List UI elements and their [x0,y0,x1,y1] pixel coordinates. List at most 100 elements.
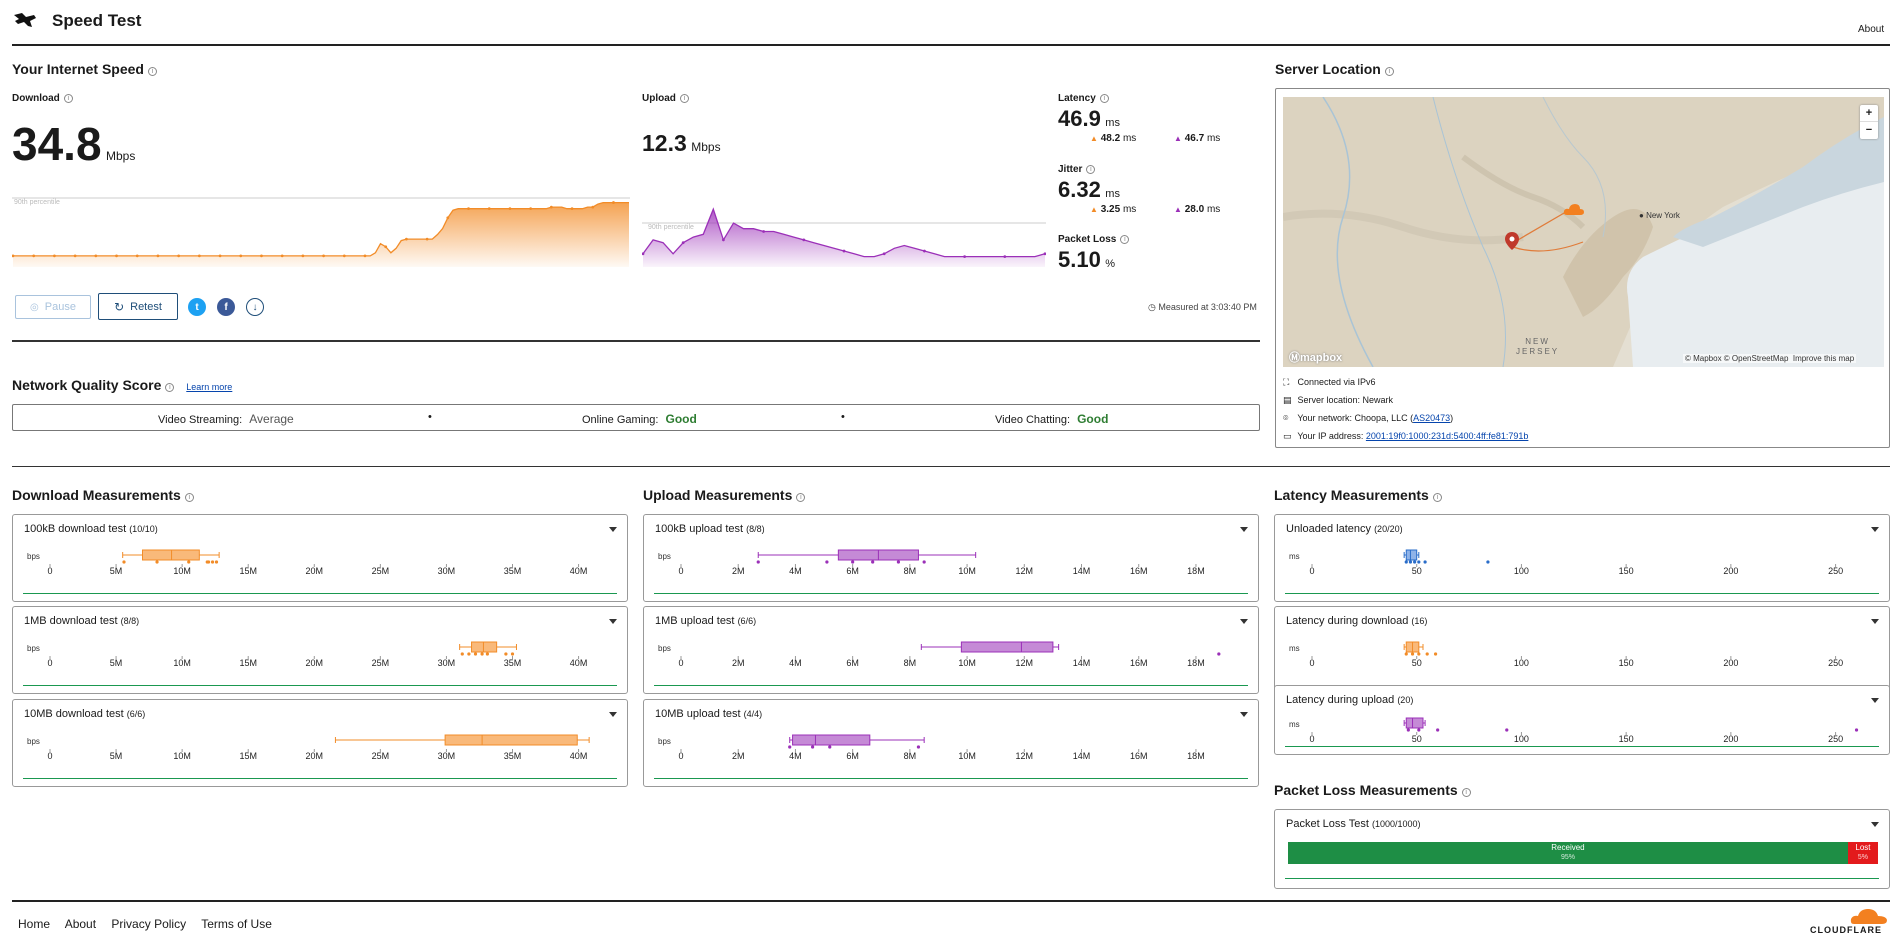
map-city-label: ● New York [1639,211,1680,220]
chevron-down-icon[interactable] [1871,527,1879,532]
download-results-icon[interactable]: ↓ [246,298,264,316]
info-icon[interactable]: i [796,493,806,502]
measurement-point [1410,652,1415,656]
download-timeline-point [322,254,325,258]
learn-more-link[interactable]: Learn more [186,382,233,392]
cloudflare-cloud-icon [1850,909,1887,924]
network-info: ⌾ Your network: Choopa, LLC (AS20473) [1283,409,1528,427]
pause-button[interactable]: ◎ Pause [15,295,91,319]
info-icon[interactable]: i [1461,788,1471,797]
measurement-point [788,745,792,749]
latency-box-plot [1311,641,1837,659]
download-test-card: 100kB download test (10/10) bps 0 5M 10M 15M 2… [12,514,628,602]
chevron-down-icon[interactable] [1240,527,1248,532]
upload-timeline-point [762,230,765,233]
ip-address-info: ▭ Your IP address: 2001:19f0:1000:231d:5… [1283,427,1528,445]
upload-label: Upload i [642,93,689,104]
upload-timeline-point [802,238,806,242]
ip-address-link[interactable]: 2001:19f0:1000:231d:5400:4ff:fe81:791b [1365,431,1529,441]
info-icon[interactable]: i [1086,165,1096,174]
server-map[interactable]: ● New York NEW JERSEY + − Ⓜmapbox © Mapb… [1283,97,1884,367]
footer-about-link[interactable]: About [64,917,97,931]
info-icon[interactable]: i [1120,235,1130,244]
upload-timeline-area [643,209,1045,267]
measurement-point [1406,728,1410,732]
measured-time: ◷ Measured at 3:03:40 PM [1148,302,1257,312]
axis-tick-label: 40M [569,566,588,576]
measurement-point [1413,560,1417,564]
mapbox-logo[interactable]: Ⓜmapbox [1289,352,1343,364]
asn-link[interactable]: AS20473 [1413,413,1451,423]
upload-timeline-point [722,238,725,242]
axis-unit-label: ms [1289,644,1300,653]
map-zoom-controls: + − [1860,105,1878,139]
info-icon[interactable]: i [147,67,157,76]
chevron-down-icon[interactable] [609,619,617,624]
axis-tick-label: 18M [1187,751,1205,761]
chevron-down-icon[interactable] [609,712,617,717]
latency-test-card: Latency during upload (20) ms 0 50 100 150 200… [1274,685,1890,755]
chevron-down-icon[interactable] [1240,712,1248,717]
axis-unit-label: bps [658,552,671,561]
chevron-down-icon[interactable] [1871,822,1879,827]
x-axis-ticks: 0 50 100 150 200 250 [1275,658,1889,670]
info-icon[interactable]: i [184,493,194,502]
zoom-out-button[interactable]: − [1865,124,1873,136]
download-timeline-point [467,207,470,211]
info-icon[interactable]: i [63,94,73,103]
info-icon[interactable]: i [1099,94,1109,103]
packet-loss-value: 5.10 % [1058,247,1116,272]
server-location-heading: Server Location i [1275,61,1394,77]
chevron-down-icon[interactable] [1240,619,1248,624]
axis-tick-label: 35M [503,658,522,668]
axis-tick-label: 16M [1129,658,1148,668]
download-arrow-icon: ▲ [1090,205,1098,214]
server-info-list: ⛶ Connected via IPv6 ▤ Server location: … [1283,373,1528,445]
axis-tick-label: 30M [437,566,456,576]
footer-terms-link[interactable]: Terms of Use [201,917,272,931]
axis-tick-label: 4M [789,751,802,761]
nqs-bar: Video Streaming: Average • Online Gaming… [12,404,1260,431]
upload-test-title: 100kB upload test (8/8) [655,523,765,535]
axis-unit-label: ms [1289,552,1300,561]
axis-unit-label: bps [658,737,671,746]
header-divider [12,44,1890,46]
chevron-down-icon[interactable] [1871,698,1879,703]
info-icon[interactable]: i [165,383,175,392]
axis-tick-label: 40M [569,751,588,761]
chevron-down-icon[interactable] [609,527,617,532]
axis-tick-label: 14M [1072,658,1091,668]
measurement-point [214,560,219,564]
download-timeline-point [32,254,36,258]
axis-tick-label: 200 [1723,734,1739,744]
download-test-title: 10MB download test (6/6) [24,708,146,720]
info-icon[interactable]: i [1432,493,1442,502]
facebook-icon[interactable]: f [217,298,235,316]
cloudflare-logo[interactable]: CLOUDFLARE [1810,908,1890,936]
measurement-point [504,652,508,656]
axis-tick-label: 25M [371,658,390,668]
axis-tick-label: 5M [109,751,123,761]
test-baseline [654,593,1248,594]
download-value: 34.8 Mbps [12,118,136,170]
map-attribution[interactable]: © Mapbox © OpenStreetMap Improve this ma… [1683,354,1857,363]
measurement-point [922,560,926,564]
twitter-icon[interactable]: t [188,298,206,316]
about-link[interactable]: About [1858,24,1885,35]
measurement-point [1217,652,1221,656]
footer-privacy-link[interactable]: Privacy Policy [111,917,187,931]
retest-button[interactable]: ↻ Retest [98,293,178,320]
received-segment: Received 95% [1288,842,1848,864]
jitter-label: Jitter i [1058,164,1096,175]
axis-tick-label: 8M [903,566,917,576]
footer-home-link[interactable]: Home [18,917,51,931]
chevron-down-icon[interactable] [1871,619,1879,624]
clock-icon: ◷ [1148,302,1159,312]
download-box-plot [49,641,580,659]
download-timeline-point [94,254,98,258]
info-icon[interactable]: i [1384,67,1394,76]
x-axis-ticks: 0 2M 4M 6M 8M 10M 12M 14M 16M 18M [644,658,1258,670]
zoom-in-button[interactable]: + [1860,105,1878,122]
info-icon[interactable]: i [679,94,689,103]
axis-tick-label: 50 [1411,734,1422,744]
